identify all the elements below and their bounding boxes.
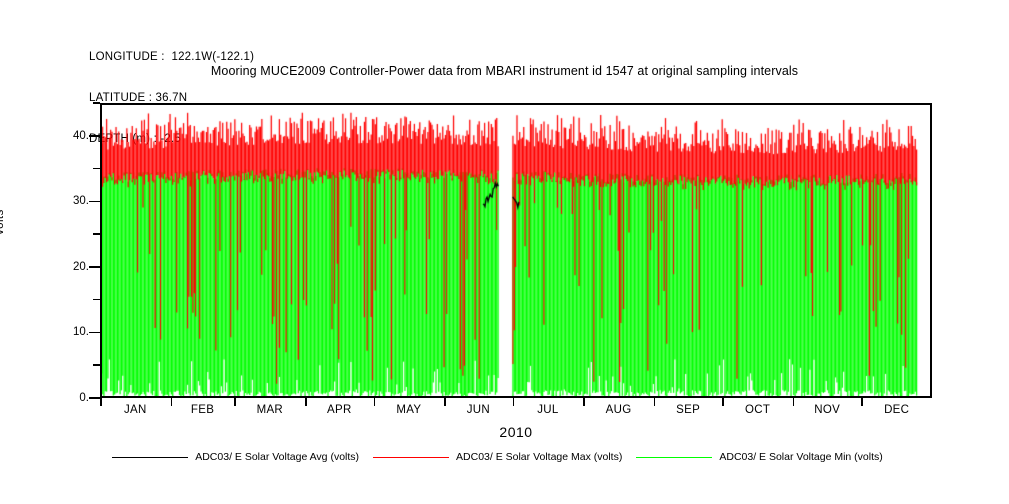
x-axis-tick (234, 398, 236, 406)
y-axis-tick-major (89, 135, 100, 137)
legend-swatch (636, 456, 713, 458)
x-axis-tick (170, 398, 173, 406)
x-axis-tick (512, 398, 515, 406)
axis-frame-top (100, 103, 932, 105)
y-axis-tick-major (89, 397, 100, 399)
x-axis-tick-label: APR (327, 404, 352, 416)
x-axis-tick-labels: JAN FEB MAR APR MAY JUN JUL AUG SEP OCT NOV DEC (100, 404, 932, 422)
y-axis-tick-major (89, 200, 100, 203)
x-axis-tick-label: JUL (537, 404, 559, 416)
y-axis-tick-labels: 0. 10. 20. 30. 40. (42, 103, 89, 404)
y-axis-tick-major (89, 331, 100, 334)
x-axis-tick-label: MAY (396, 404, 422, 416)
y-axis-tick-minor (93, 233, 100, 235)
legend-item: ADC03/ E Solar Voltage Avg (volts) (112, 451, 373, 463)
y-axis-tick-minor (93, 102, 100, 104)
chart-legend: ADC03/ E Solar Voltage Avg (volts) ADC03/… (0, 448, 1009, 466)
legend-label: ADC03/ E Solar Voltage Avg (volts) (195, 451, 360, 463)
x-axis-tick (444, 398, 446, 406)
x-axis-tick-label: SEP (676, 404, 701, 416)
legend-label: ADC03/ E Solar Voltage Max (volts) (456, 451, 623, 463)
x-axis-tick-label: NOV (814, 404, 841, 416)
x-axis-tick (653, 398, 656, 406)
y-axis-tick-major (89, 266, 100, 268)
chart-title: Mooring MUCE2009 Controller-Power data f… (210, 64, 799, 78)
axis-frame-bottom (100, 396, 932, 398)
y-axis-tick-label: 0. (79, 392, 89, 404)
legend-swatch (112, 456, 189, 458)
y-axis-tick-label: 10. (73, 326, 89, 339)
legend-swatch (373, 456, 450, 458)
series-plot-canvas (100, 103, 932, 398)
axis-frame-left (100, 103, 102, 398)
x-axis-tick (722, 398, 724, 406)
longitude-text: LONGITUDE : 122.1W(-122.1) (89, 51, 255, 64)
y-axis-tick-minor (93, 167, 100, 170)
y-axis-tick-minor (93, 364, 100, 366)
y-axis-tick-label: 30. (73, 195, 89, 208)
x-axis-tick (583, 398, 585, 406)
y-axis-tick-minor (93, 298, 100, 301)
plot-area (89, 102, 932, 399)
x-axis-tick-label: OCT (745, 404, 771, 416)
x-axis-tick (305, 398, 307, 406)
legend-item: ADC03/ E Solar Voltage Max (volts) (373, 451, 636, 463)
x-axis-tick-label: FEB (190, 404, 215, 416)
y-axis-tick-label: 40. (73, 129, 89, 142)
x-axis-label: 2010 (499, 424, 533, 440)
x-axis-ticks (100, 398, 932, 407)
x-axis-tick (373, 398, 376, 406)
x-axis-tick (861, 398, 863, 406)
y-axis-label: volts (0, 209, 6, 235)
x-axis-tick-label: JAN (124, 404, 147, 416)
legend-item: ADC03/ E Solar Voltage Min (volts) (636, 451, 896, 463)
legend-label: ADC03/ E Solar Voltage Min (volts) (719, 451, 883, 463)
x-axis-tick-label: AUG (605, 404, 632, 416)
x-axis-tick (100, 398, 102, 406)
x-axis-tick (792, 398, 795, 406)
axis-frame-right (930, 103, 932, 398)
x-axis-tick-label: MAR (256, 404, 284, 416)
x-axis-tick-label: DEC (884, 404, 910, 416)
x-axis-tick-label: JUN (466, 404, 491, 416)
y-axis-tick-label: 20. (73, 260, 89, 273)
latitude-text: LATITUDE : 36.7N (89, 91, 188, 104)
